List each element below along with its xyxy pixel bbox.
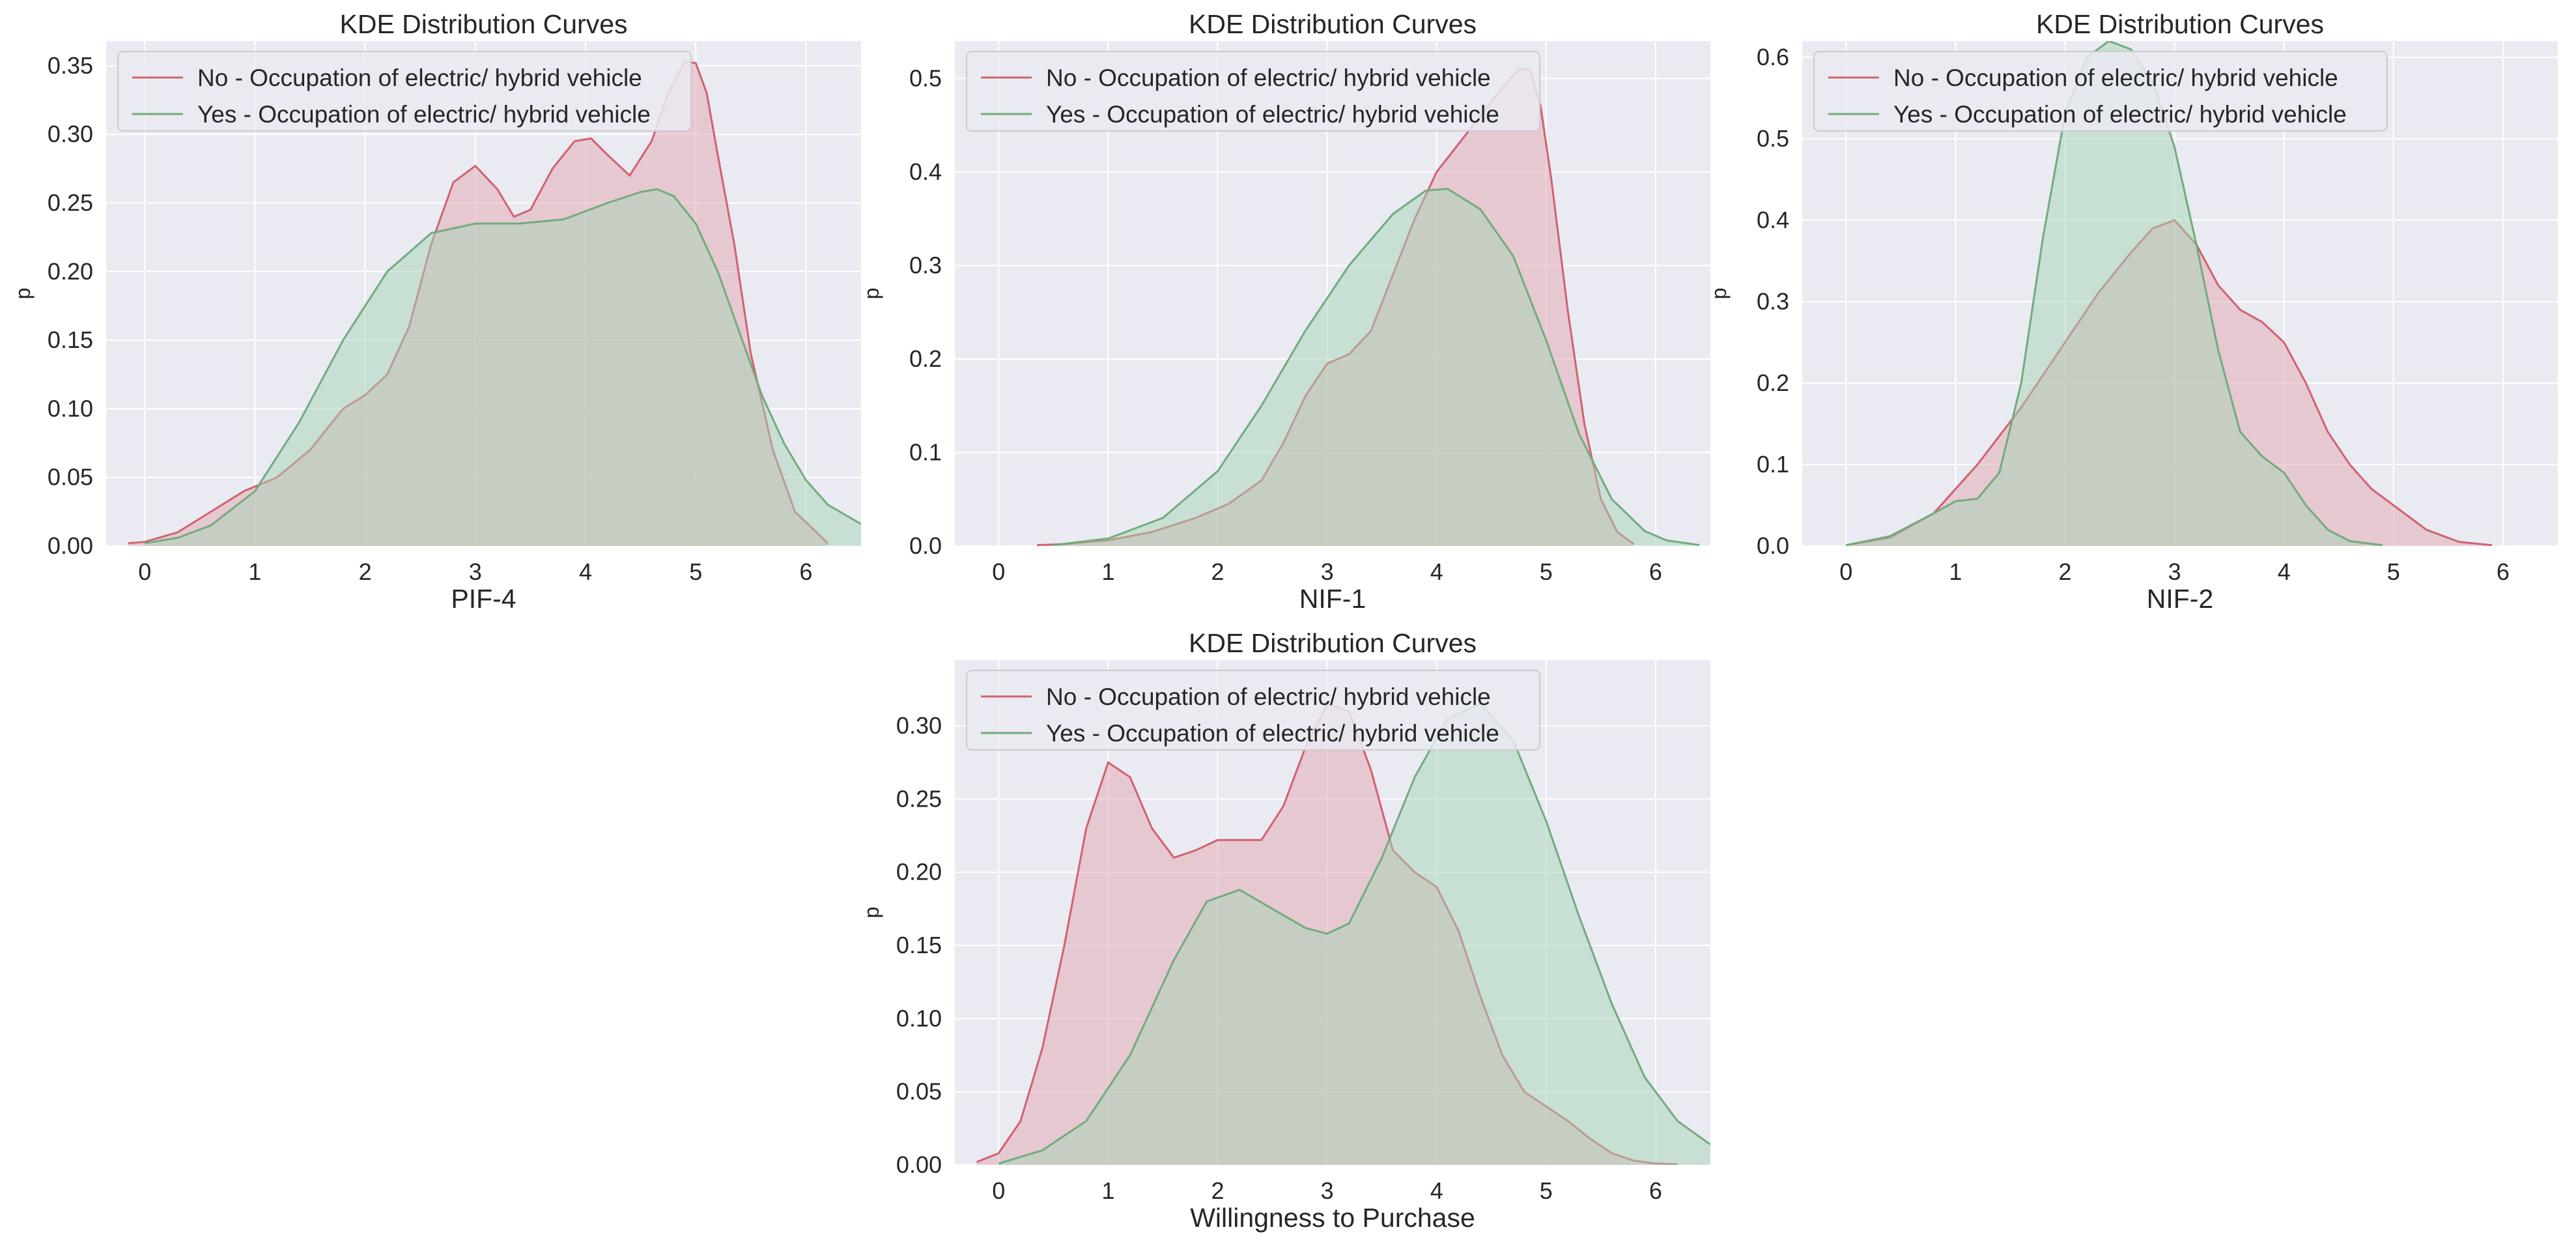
y-tick-label: 0.3 xyxy=(1757,288,1789,315)
kde-line-yes xyxy=(1053,188,1700,546)
y-axis-label: p xyxy=(860,907,883,919)
legend-frame xyxy=(966,51,1540,132)
kde-area-yes xyxy=(1053,188,1700,546)
y-tick-label: 0.25 xyxy=(48,190,93,216)
x-tick-label: 0 xyxy=(992,1177,1005,1204)
kde-area-yes xyxy=(1846,41,2383,546)
kde-line-yes xyxy=(1845,41,2383,546)
y-tick-label: 0.10 xyxy=(48,395,93,422)
y-tick-label: 0.15 xyxy=(48,326,93,353)
y-tick-label: 0.30 xyxy=(48,121,93,147)
x-axis-label: Willingness to Purchase xyxy=(1190,1203,1475,1233)
legend-label-no: No - Occupation of electric/ hybrid vehi… xyxy=(1046,65,1491,91)
y-tick-label: 0.00 xyxy=(48,532,93,559)
x-tick-label: 2 xyxy=(1211,558,1224,585)
y-tick-label: 0.6 xyxy=(1757,44,1789,70)
chart-title: KDE Distribution Curves xyxy=(339,9,627,39)
y-axis-label: p xyxy=(1707,288,1731,300)
x-tick-label: 2 xyxy=(2058,558,2071,585)
x-axis-label: NIF-2 xyxy=(2147,584,2214,614)
legend: No - Occupation of electric/ hybrid vehi… xyxy=(1813,51,2388,132)
y-tick-label: 0.20 xyxy=(896,859,942,885)
chart-panel-3: 0 1 2 3 4 5 6 0.0 0.1 0.2 0.3 0.4 0.5 0.6 KDE Distribu… xyxy=(1707,9,2558,614)
x-axis-label: NIF-1 xyxy=(1299,584,1366,614)
legend-label-yes: Yes - Occupation of electric/ hybrid veh… xyxy=(1046,101,1499,128)
y-axis-label: p xyxy=(860,288,883,300)
legend-label-no: No - Occupation of electric/ hybrid vehi… xyxy=(1046,683,1491,710)
legend-label-no: No - Occupation of electric/ hybrid vehi… xyxy=(197,65,642,91)
x-tick-label: 4 xyxy=(579,558,592,585)
y-tick-label: 0.1 xyxy=(909,438,942,465)
x-tick-label: 6 xyxy=(1649,558,1662,585)
legend-label-yes: Yes - Occupation of electric/ hybrid veh… xyxy=(197,101,651,128)
x-tick-label: 0 xyxy=(138,558,151,585)
y-tick-label: 0.2 xyxy=(909,345,942,372)
x-tick-label: 6 xyxy=(1649,1177,1662,1204)
y-tick-label: 0.3 xyxy=(909,251,942,278)
legend: No - Occupation of electric/ hybrid vehi… xyxy=(966,670,1540,751)
kde-line-no xyxy=(1845,219,2493,546)
x-tick-label: 5 xyxy=(1540,558,1553,585)
chart-panel-1: 0 1 2 3 4 5 6 0.00 0.05 0.10 0.15 0.20 0.25 0.30 0.35 K… xyxy=(11,9,861,614)
x-tick-label: 3 xyxy=(1321,1177,1334,1204)
y-tick-label: 0.20 xyxy=(48,258,93,285)
y-axis-label: p xyxy=(11,288,35,300)
x-tick-label: 4 xyxy=(2278,558,2291,585)
y-tick-label: 0.0 xyxy=(909,532,942,559)
y-tick-label: 0.00 xyxy=(896,1151,942,1178)
y-tick-label: 0.10 xyxy=(896,1005,942,1031)
y-tick-label: 0.0 xyxy=(1757,532,1789,559)
chart-title: KDE Distribution Curves xyxy=(2036,9,2324,39)
y-tick-label: 0.30 xyxy=(896,712,942,739)
y-tick-label: 0.2 xyxy=(1757,369,1789,396)
legend-label-yes: Yes - Occupation of electric/ hybrid veh… xyxy=(1046,720,1499,747)
x-tick-label: 6 xyxy=(2497,558,2510,585)
x-tick-label: 4 xyxy=(1430,1177,1443,1204)
legend-frame xyxy=(966,670,1540,751)
x-tick-label: 2 xyxy=(359,558,372,585)
kde-area-yes xyxy=(145,189,861,546)
chart-panel-2: 0 1 2 3 4 5 6 0.0 0.1 0.2 0.3 0.4 0.5 KDE Distributio… xyxy=(860,9,1710,614)
y-tick-label: 0.1 xyxy=(1757,451,1789,478)
x-tick-label: 5 xyxy=(1540,1177,1553,1204)
x-tick-label: 3 xyxy=(469,558,482,585)
y-tick-label: 0.5 xyxy=(909,65,942,91)
x-tick-label: 3 xyxy=(1321,558,1334,585)
legend-label-no: No - Occupation of electric/ hybrid vehi… xyxy=(1893,65,2338,91)
y-tick-label: 0.05 xyxy=(48,464,93,491)
legend: No - Occupation of electric/ hybrid vehi… xyxy=(117,51,692,132)
y-tick-label: 0.25 xyxy=(896,785,942,812)
x-tick-label: 1 xyxy=(1101,1177,1114,1204)
x-tick-label: 2 xyxy=(1211,1177,1224,1204)
x-tick-label: 5 xyxy=(689,558,702,585)
x-tick-label: 1 xyxy=(1949,558,1962,585)
chart-title: KDE Distribution Curves xyxy=(1189,628,1477,658)
kde-area-yes xyxy=(998,704,1710,1165)
y-tick-label: 0.35 xyxy=(48,52,93,79)
legend-frame xyxy=(1813,51,2388,132)
legend-frame xyxy=(117,51,692,132)
x-tick-label: 3 xyxy=(2168,558,2181,585)
x-tick-label: 1 xyxy=(248,558,261,585)
x-tick-label: 1 xyxy=(1101,558,1114,585)
chart-panel-4: 0 1 2 3 4 5 6 0.00 0.05 0.10 0.15 0.20 0.25 0.30 KDE D… xyxy=(860,628,1710,1233)
x-tick-label: 5 xyxy=(2387,558,2400,585)
kde-line-yes xyxy=(144,188,861,545)
x-axis-label: PIF-4 xyxy=(451,584,516,614)
x-tick-label: 0 xyxy=(992,558,1005,585)
legend: No - Occupation of electric/ hybrid vehi… xyxy=(966,51,1540,132)
legend-label-yes: Yes - Occupation of electric/ hybrid veh… xyxy=(1893,101,2347,128)
chart-title: KDE Distribution Curves xyxy=(1189,9,1477,39)
x-tick-label: 6 xyxy=(799,558,812,585)
x-tick-label: 4 xyxy=(1430,558,1443,585)
y-tick-label: 0.5 xyxy=(1757,125,1789,152)
y-tick-label: 0.05 xyxy=(896,1078,942,1105)
y-tick-label: 0.4 xyxy=(1757,207,1789,233)
x-tick-label: 0 xyxy=(1839,558,1852,585)
kde-line-yes xyxy=(998,702,1710,1165)
y-tick-label: 0.4 xyxy=(909,158,942,185)
y-tick-label: 0.15 xyxy=(896,932,942,958)
